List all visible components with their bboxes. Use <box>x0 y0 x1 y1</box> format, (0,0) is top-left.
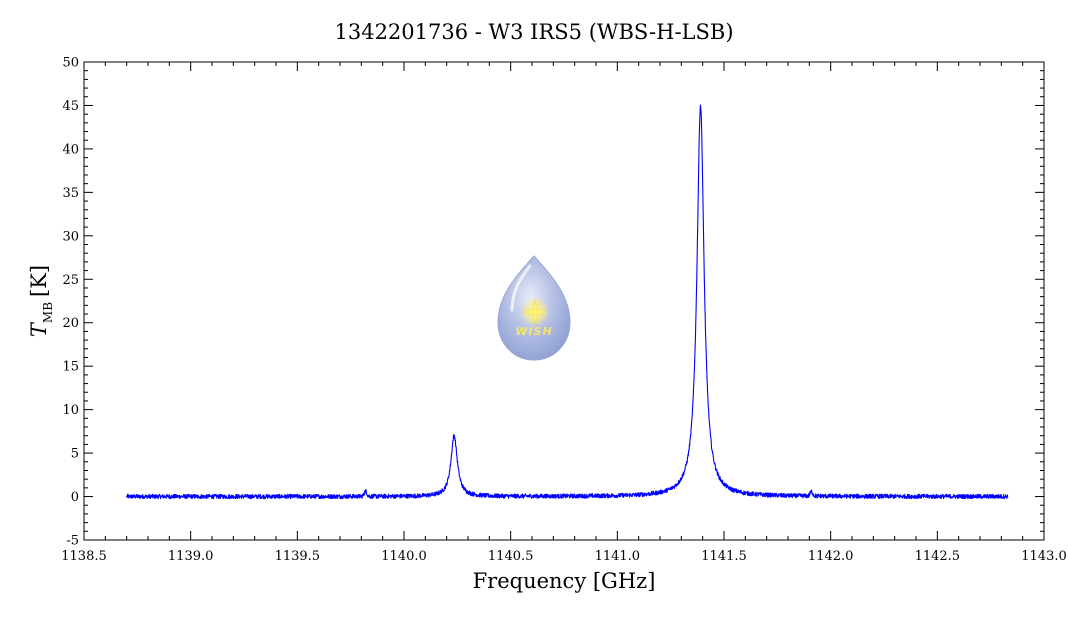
y-tick-label: 15 <box>62 360 79 375</box>
x-axis-label: Frequency [GHz] <box>473 569 656 593</box>
y-tick-label: 30 <box>62 229 79 244</box>
logo-text: WISH <box>515 325 552 338</box>
x-tick-label: 1138.5 <box>61 549 107 564</box>
x-tick-label: 1139.0 <box>168 549 214 564</box>
y-axis-label-subscript: MB <box>41 302 55 323</box>
plot-frame <box>83 61 1045 541</box>
svg-text:TMB[K]: TMB [K] <box>27 265 55 337</box>
y-tick-label: 40 <box>62 142 79 157</box>
y-axis-label-main: T <box>27 321 51 337</box>
x-tick-label: 1140.5 <box>488 549 534 564</box>
y-tick-label: 50 <box>62 56 79 71</box>
y-tick-label: 10 <box>62 403 79 418</box>
x-tick-label: 1141.5 <box>701 549 747 564</box>
x-tick-label: 1141.0 <box>595 549 641 564</box>
x-tick-label: 1143.0 <box>1021 549 1067 564</box>
y-tick-label: 35 <box>62 186 79 201</box>
y-axis-label: TMB [K] <box>27 265 55 337</box>
tick-labels: 1138.5 1139.0 1139.5 1140.0 1140.5 1141.0 1141… <box>61 56 1067 565</box>
x-tick-label: 1142.5 <box>915 549 961 564</box>
x-tick-label: 1142.0 <box>808 549 854 564</box>
star-icon <box>523 299 547 325</box>
y-tick-label: 0 <box>71 490 79 505</box>
y-tick-label: 25 <box>62 273 79 288</box>
y-tick-label: 5 <box>71 447 79 462</box>
wish-logo: WISH <box>497 255 571 361</box>
y-tick-label: 20 <box>62 316 79 331</box>
x-tick-label: 1139.5 <box>275 549 321 564</box>
chart-title: 1342201736 - W3 IRS5 (WBS-H-LSB) <box>334 20 733 44</box>
series-layer <box>126 104 1009 500</box>
x-tick-label: 1140.0 <box>381 549 427 564</box>
y-tick-label: 45 <box>62 99 79 114</box>
y-tick-label: -5 <box>66 534 79 549</box>
y-axis-label-unit: [K] <box>27 265 51 297</box>
spectrum-line-0 <box>126 104 1009 500</box>
